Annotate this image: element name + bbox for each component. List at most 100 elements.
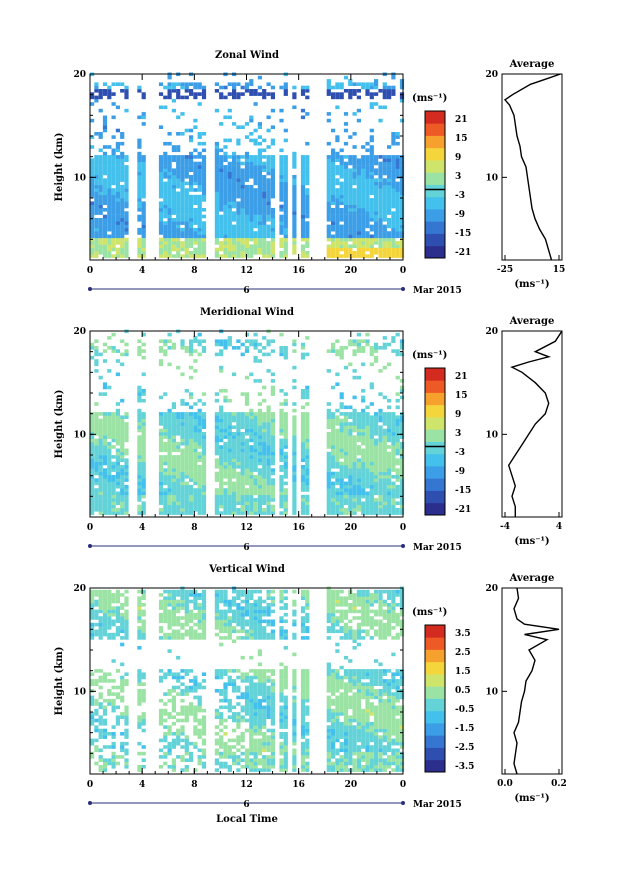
heat-cell	[352, 201, 357, 205]
heat-cell	[219, 471, 224, 476]
heat-cell	[262, 155, 267, 159]
heat-cell	[361, 155, 366, 159]
heat-cell	[266, 498, 271, 502]
heat-cell	[374, 85, 379, 90]
heat-cell	[124, 616, 129, 620]
heat-cell	[374, 102, 379, 106]
heat-cell	[94, 748, 99, 753]
heat-cell	[365, 82, 370, 86]
heat-cell	[197, 198, 202, 202]
heat-cell	[197, 247, 202, 252]
heat-cell	[253, 339, 258, 343]
heat-cell	[158, 738, 164, 743]
heat-cell	[167, 715, 172, 719]
heat-cell	[343, 221, 349, 225]
heat-cell	[352, 231, 357, 235]
heat-cell	[399, 508, 405, 512]
heat-cell	[279, 441, 284, 446]
heat-cell	[223, 342, 228, 347]
heat-cell	[171, 432, 176, 436]
heat-cell	[391, 237, 396, 242]
heat-cell	[176, 685, 181, 690]
heat-cell	[339, 161, 344, 166]
heat-cell	[107, 636, 112, 640]
heat-cell	[262, 441, 267, 446]
heat-cell	[369, 362, 374, 367]
heat-cell	[184, 589, 189, 594]
heat-cell	[171, 98, 176, 103]
heat-cell	[189, 244, 194, 248]
heat-cell	[111, 346, 116, 350]
heat-cell	[369, 145, 374, 149]
heat-cell	[348, 448, 353, 453]
heat-cell	[240, 227, 245, 232]
colorbar-swatch	[425, 111, 445, 124]
heat-cell	[361, 198, 366, 202]
heat-cell	[180, 705, 185, 710]
heat-cell	[270, 244, 275, 248]
heat-cell	[98, 675, 103, 680]
heat-cell	[102, 115, 108, 120]
heat-cell	[365, 241, 370, 245]
heat-cell	[137, 349, 142, 353]
heat-cell	[326, 204, 331, 209]
heat-cell	[176, 412, 181, 416]
heat-cell	[163, 461, 168, 466]
heat-cell	[180, 501, 185, 505]
heat-cell	[343, 184, 349, 189]
heat-cell	[331, 428, 336, 433]
heat-cell	[102, 151, 108, 156]
heat-cell	[326, 471, 331, 476]
heat-cell	[227, 425, 232, 429]
heat-cell	[219, 148, 224, 153]
heat-cell	[343, 451, 349, 456]
heat-cell	[176, 455, 181, 459]
heat-cell	[369, 491, 374, 496]
heat-cell	[124, 705, 129, 710]
heat-cell	[331, 438, 336, 443]
heat-cell	[249, 342, 254, 347]
heat-cell	[124, 508, 129, 512]
heat-cell	[283, 349, 288, 353]
heat-cell	[240, 508, 245, 512]
heat-cell	[253, 221, 258, 225]
heat-cell	[115, 626, 120, 630]
heat-cell	[167, 672, 172, 676]
heat-cell	[348, 237, 353, 242]
heat-cell	[305, 511, 310, 515]
heat-cell	[184, 689, 189, 693]
heat-cell	[137, 725, 142, 729]
heat-cell	[266, 155, 271, 159]
heat-cell	[279, 198, 284, 202]
heat-cell	[171, 415, 176, 419]
heat-cell	[270, 168, 275, 172]
heat-cell	[184, 241, 189, 245]
heat-cell	[90, 504, 95, 509]
heat-cell	[189, 251, 194, 255]
heat-cell	[90, 254, 95, 258]
heat-cell	[137, 155, 142, 159]
heat-cell	[356, 475, 361, 479]
heat-cell	[365, 455, 370, 459]
heat-cell	[305, 211, 310, 215]
heat-cell	[167, 508, 172, 512]
heat-cell	[253, 511, 258, 515]
heat-cell	[352, 451, 357, 456]
heat-cell	[378, 448, 383, 453]
heat-cell	[374, 465, 379, 469]
heat-cell	[236, 181, 241, 186]
heat-cell	[163, 468, 168, 472]
heat-cell	[180, 682, 185, 686]
heat-cell	[176, 204, 181, 209]
heat-cell	[335, 155, 340, 159]
heat-cell	[214, 231, 219, 235]
heat-cell	[94, 441, 99, 446]
heat-cell	[189, 501, 194, 505]
heat-cell	[339, 184, 344, 189]
heat-cell	[348, 481, 353, 486]
heat-cell	[120, 468, 125, 472]
heat-cell	[141, 718, 146, 723]
heat-cell	[232, 231, 237, 235]
heat-cell	[90, 184, 95, 189]
heat-cell	[244, 151, 250, 156]
